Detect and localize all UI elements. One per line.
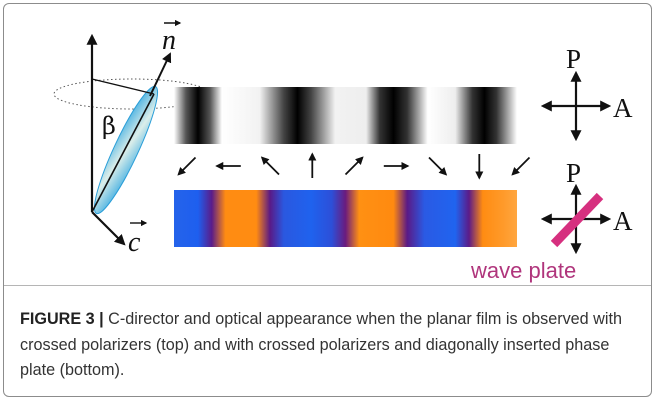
crossed-polarizers-symbol-top: P A [540,44,633,142]
c-director-arrow [91,211,126,246]
figure-drawing: β n c P A P A [53,19,633,258]
n-director-arrow [149,52,172,97]
caption-divider [4,285,651,286]
wave-plate-label: wave plate [471,258,577,283]
crossed-polarizers-symbol-bottom: P A [540,158,633,255]
c-director-arrow-1 [177,156,197,176]
c-symbol: c [128,227,141,258]
figure-caption: FIGURE 3 | C-director and optical appear… [20,307,638,384]
director-cone-diagram: β n c [53,19,211,258]
figure-frame: β n c P A P A [3,3,652,397]
analyzer-label-bottom: A [613,206,633,236]
crossed-polarizers-strip [174,87,517,144]
c-director-arrow-3 [260,156,280,176]
molecule-ellipsoid [93,85,159,215]
tilt-line [91,93,155,213]
figure-number: FIGURE 3 | [20,310,104,328]
c-director-arrow-9 [511,156,531,176]
radius-line [91,78,155,95]
c-director-arrow-5 [344,156,364,176]
polarizer-label-bottom: P [566,158,581,188]
analyzer-label-top: A [613,93,633,123]
wave-plate-bar [550,192,604,248]
n-symbol: n [162,25,176,56]
beta-symbol: β [102,112,116,140]
c-director-arrows [177,152,531,180]
caption-text: C-director and optical appearance when t… [20,310,622,379]
polarizer-label-top: P [566,44,581,74]
wave-plate-strip [174,190,517,247]
c-director-arrow-7 [428,156,448,176]
